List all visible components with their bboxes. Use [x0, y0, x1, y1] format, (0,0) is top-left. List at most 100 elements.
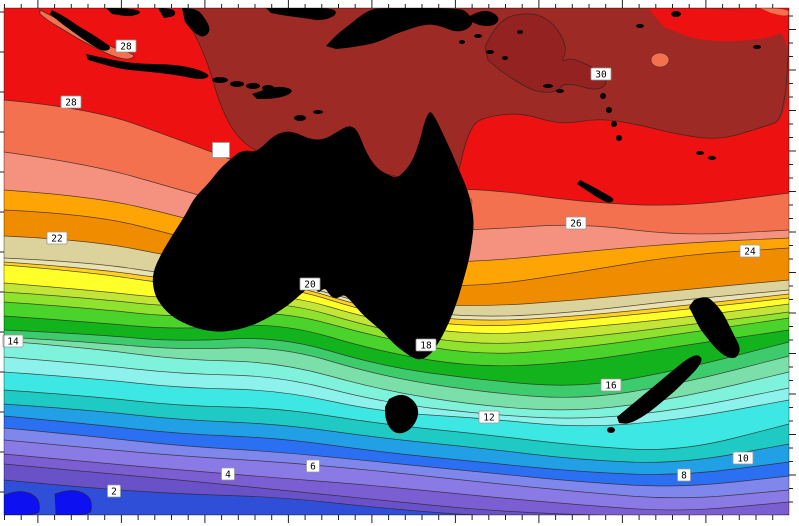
warm-spot	[650, 52, 670, 68]
contour-label-box	[739, 244, 761, 258]
contour-labels-layer: 28 28 30 26 24 22 20 18 16 14 12 10 8 6 4 2	[2, 39, 761, 498]
contour-label-value: 6	[310, 462, 316, 473]
contour-label: 6	[306, 459, 320, 473]
contour-line-teal-blue-9	[4, 403, 789, 463]
contour-label-value: 28	[65, 98, 77, 109]
band-royal-2	[4, 480, 789, 515]
band-salmon-corner	[760, 8, 789, 16]
contour-label: 24	[739, 244, 761, 258]
contour-line-pale-green-14	[4, 336, 789, 398]
islet	[459, 40, 465, 44]
contour-line-royal-2	[4, 479, 483, 515]
land-borneo-edge	[106, 8, 140, 17]
land-halmahera-group	[266, 8, 336, 20]
contour-label-value: 24	[744, 247, 756, 258]
contour-label: 20	[299, 277, 321, 291]
contour-label: 28	[60, 95, 82, 109]
contour-label: 22	[46, 231, 68, 245]
land-new-britain	[470, 10, 499, 26]
contour-label: 12	[478, 410, 500, 424]
contour-label: 30	[590, 67, 612, 81]
contour-label-box	[2, 334, 24, 348]
islet	[448, 19, 456, 25]
islet	[600, 93, 606, 99]
contour-label: 26	[565, 216, 587, 230]
contour-label: 14	[2, 334, 24, 348]
contour-label-box	[107, 484, 121, 498]
land-nz-north-island	[689, 297, 740, 359]
contour-label-box	[299, 277, 321, 291]
contour-label: 8	[677, 468, 691, 482]
contour-line-purple-6	[4, 439, 789, 499]
land-java	[86, 54, 209, 79]
contour-label-box	[115, 39, 137, 53]
contour-line-medium-green-15	[4, 329, 789, 386]
contour-label-value: 20	[304, 280, 316, 291]
islet	[611, 121, 617, 127]
plot-frame	[3, 7, 790, 516]
contour-line-cyan-11	[4, 371, 789, 427]
contour-label: 28	[115, 39, 137, 53]
islet	[230, 81, 244, 87]
islet	[636, 24, 644, 28]
contour-line-deep-purple-4	[4, 453, 789, 511]
islet	[543, 84, 553, 88]
contour-label: 16	[600, 378, 622, 392]
islet	[474, 34, 482, 38]
contour-label: 10	[732, 451, 754, 465]
contour-label-box	[415, 338, 437, 352]
land-nz-south-island	[617, 355, 702, 424]
islet	[753, 45, 761, 49]
contour-label-value: 2	[111, 487, 117, 498]
band-coldest-patch	[54, 490, 92, 515]
islet	[313, 110, 323, 114]
islet	[606, 107, 612, 113]
contour-label: 18	[415, 338, 437, 352]
islet	[607, 427, 615, 433]
contour-label-value: 30	[595, 70, 607, 81]
land-new-guinea	[326, 8, 473, 49]
contour-label-value: 14	[7, 337, 19, 348]
islet	[262, 85, 274, 91]
islet	[277, 88, 287, 92]
contour-label-value: 22	[51, 234, 62, 245]
contour-line-teal-10	[4, 389, 789, 450]
contour-line-blue-8	[4, 415, 789, 475]
band-red-corner	[648, 8, 789, 42]
islet	[212, 77, 228, 83]
contour-label: 4	[221, 467, 235, 481]
contour-label: 2	[107, 484, 121, 498]
contour-line-cornflower-7	[4, 427, 789, 487]
contour-line-dark-green-16	[4, 315, 789, 367]
contour-line-aquamarine-13	[4, 340, 789, 411]
islet	[246, 83, 260, 89]
islet	[708, 156, 716, 160]
land-tasmania	[385, 394, 419, 434]
contour-label-value: 18	[420, 341, 432, 352]
contour-label-value: 28	[120, 42, 132, 53]
land-sulawesi	[182, 8, 210, 37]
contour-label-box	[221, 467, 235, 481]
land-australia	[152, 112, 474, 360]
contour-line-green-17	[4, 301, 789, 354]
contour-line-slate-3	[4, 463, 789, 515]
contour-label-value: 10	[737, 454, 749, 465]
contour-label-box	[732, 451, 754, 465]
land-layer	[50, 8, 761, 434]
obscured-label-layer	[212, 142, 230, 158]
contour-label-value: 12	[483, 413, 494, 424]
islet	[294, 115, 306, 121]
contour-label-value: 16	[605, 381, 617, 392]
contour-lines-layer	[4, 8, 789, 515]
contour-label-value: 26	[570, 219, 582, 230]
islet	[671, 11, 681, 17]
contour-label-value: 4	[225, 470, 231, 481]
contour-label-box	[590, 67, 612, 81]
land-sumatra	[50, 10, 110, 51]
islet	[486, 50, 494, 54]
contour-label-box	[306, 459, 320, 473]
islet	[556, 89, 564, 93]
